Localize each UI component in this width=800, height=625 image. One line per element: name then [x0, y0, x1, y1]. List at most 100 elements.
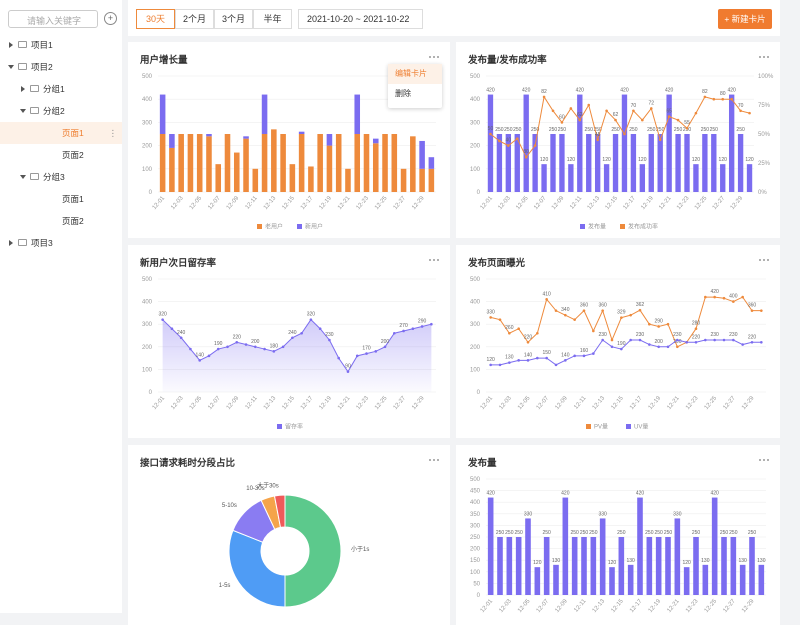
tab[interactable]: 3个月: [214, 9, 253, 29]
point: [694, 327, 698, 331]
bar: [224, 134, 231, 192]
tree-item[interactable]: 页面2: [0, 144, 122, 166]
point: [517, 359, 520, 362]
y-tick-label: 100: [142, 367, 153, 373]
add-button[interactable]: +: [104, 12, 117, 25]
y-tick-label: 300: [470, 523, 481, 529]
tree-item[interactable]: 项目2: [0, 56, 122, 78]
bar: [612, 134, 619, 192]
point: [666, 322, 670, 326]
point: [592, 352, 595, 355]
tree-item[interactable]: 项目1: [0, 34, 122, 56]
data-label: 140: [561, 352, 570, 358]
x-tick-label: 12-07: [207, 195, 222, 211]
bar: [665, 537, 671, 595]
data-label: 250: [549, 127, 558, 133]
x-tick-label: 12-21: [666, 395, 681, 411]
card: 发布页面曝光 0 100 200 300 400 500 12-01 12-03 12-05 12-…: [456, 245, 780, 438]
more-icon: [429, 459, 439, 461]
data-label: 40: [506, 138, 512, 144]
data-label: 130: [626, 558, 635, 564]
data-label: 200: [673, 339, 682, 345]
point: [685, 340, 688, 344]
data-label: 280: [692, 321, 701, 327]
tree-item[interactable]: 分组2: [0, 100, 122, 122]
bar: [674, 518, 681, 595]
more-button[interactable]: [758, 54, 772, 60]
tree-item[interactable]: 分组3: [0, 166, 122, 188]
bar: [758, 564, 765, 595]
search-input[interactable]: 请输入关键字: [8, 10, 98, 28]
x-tick-label: 12-07: [207, 395, 222, 411]
pie-slice: [284, 494, 342, 608]
point: [620, 316, 623, 319]
tree-item[interactable]: 页面1 ⋮: [0, 122, 122, 144]
point: [713, 338, 716, 342]
bar: [534, 567, 541, 595]
more-button[interactable]: [428, 54, 442, 60]
x-tick-label: 12-01: [480, 598, 495, 614]
point: [507, 144, 510, 147]
x-tick-label: 12-11: [573, 395, 588, 411]
data-label: 290: [654, 318, 663, 324]
y-tick-label: 400: [142, 97, 153, 103]
data-label: 250: [513, 127, 522, 133]
x-tick-label: 12-19: [640, 195, 655, 211]
new-card-button[interactable]: + 新建卡片: [718, 9, 772, 29]
y-tick-label: 150: [470, 558, 481, 564]
x-tick-label: 12-17: [300, 395, 315, 411]
tab[interactable]: 半年: [253, 9, 292, 29]
data-label: 120: [682, 560, 691, 566]
point: [235, 340, 239, 344]
data-label: 250: [720, 530, 729, 536]
tree-item[interactable]: 页面2: [0, 210, 122, 232]
legend-label: UV量: [634, 424, 648, 431]
tree-item[interactable]: 页面1: [0, 188, 122, 210]
data-label: 120: [638, 157, 647, 163]
x-tick-label: 12-09: [554, 395, 569, 411]
date-range[interactable]: 2021-10-20 ~ 2021-10-22: [298, 9, 423, 29]
data-label: 120: [608, 560, 617, 566]
bar: [215, 164, 222, 192]
data-label: 250: [729, 530, 738, 536]
data-label: 250: [647, 127, 656, 133]
point: [430, 322, 433, 326]
point: [748, 111, 751, 115]
point: [582, 354, 586, 358]
more-button[interactable]: [428, 257, 442, 263]
y-tick-label: 500: [470, 477, 481, 483]
menu-item[interactable]: 删除: [395, 89, 411, 98]
bar: [693, 164, 699, 192]
data-label: 130: [701, 558, 710, 564]
data-label: 360: [748, 303, 757, 309]
dot: [759, 459, 761, 461]
point: [420, 325, 424, 328]
data-label: 120: [602, 157, 611, 163]
legend-label: 留存率: [285, 423, 303, 431]
data-label: 130: [505, 355, 514, 361]
more-button[interactable]: [758, 257, 772, 263]
data-label: 70: [738, 103, 744, 109]
more-button[interactable]: [428, 457, 442, 463]
point: [712, 97, 716, 101]
tab[interactable]: 2个月: [175, 9, 214, 29]
data-label: 330: [524, 511, 533, 517]
arrow-icon: [21, 86, 28, 92]
tree-item[interactable]: 分组1: [0, 78, 122, 100]
x-tick-label: 12-15: [610, 598, 625, 614]
bar: [746, 164, 753, 192]
tree-item[interactable]: 项目3: [0, 232, 122, 254]
menu-item[interactable]: 编辑卡片: [388, 64, 442, 84]
bar: [252, 168, 259, 192]
dot: [767, 56, 769, 58]
tab[interactable]: 30天: [136, 9, 175, 29]
data-label: 330: [673, 511, 682, 517]
data-label: 250: [748, 530, 757, 536]
dot: [437, 459, 439, 461]
card: 发布量/发布成功率 0 100 200 300 400 500 0% 25% 50% 75% 100%…: [456, 42, 780, 238]
more-button[interactable]: [758, 457, 772, 463]
y2-tick-label: 50%: [758, 132, 771, 138]
